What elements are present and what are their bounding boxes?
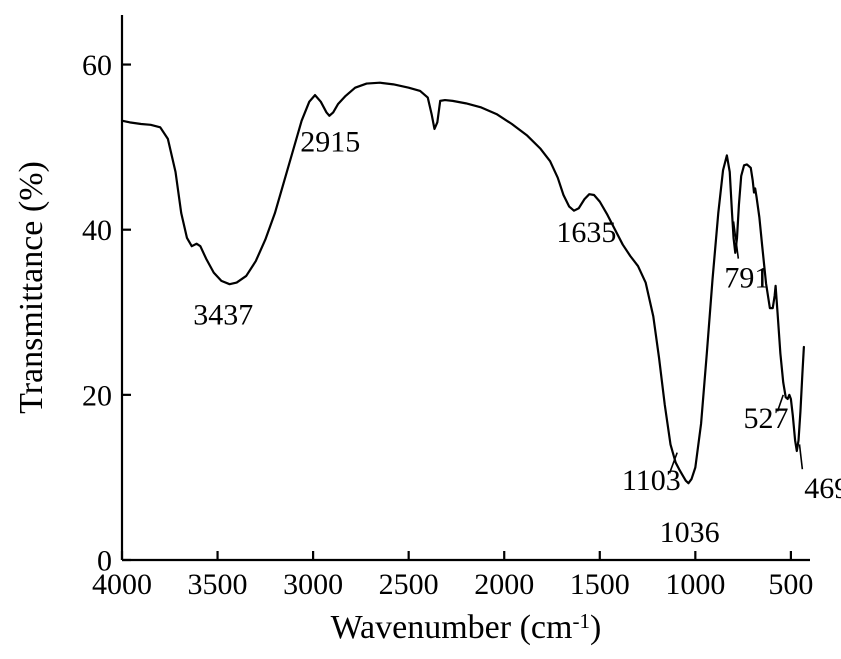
y-tick-label: 0 (97, 545, 112, 578)
peak-label: 1103 (622, 464, 681, 497)
x-tick-label: 3500 (188, 568, 248, 601)
y-tick-label: 40 (82, 214, 112, 247)
x-tick-label: 3000 (283, 568, 343, 601)
x-axis-title: Wavenumber (cm-1) (331, 609, 602, 646)
x-tick-label: 1000 (665, 568, 725, 601)
y-tick-label: 20 (82, 379, 112, 412)
x-tick-label: 2000 (474, 568, 534, 601)
y-tick-label: 60 (82, 49, 112, 82)
x-tick-label: 2500 (379, 568, 439, 601)
peak-label: 2915 (300, 125, 360, 158)
peak-label: 791 (724, 262, 769, 295)
spectrum-trace (122, 83, 804, 483)
y-axis-title: Transmittance (%) (13, 161, 50, 414)
peak-leader (799, 444, 802, 469)
peak-label: 3437 (193, 299, 253, 332)
peak-label: 527 (744, 402, 789, 435)
ftir-spectrum-chart: 40003500300025002000150010005000204060Wa… (0, 0, 841, 659)
peak-label: 1036 (660, 516, 720, 549)
x-tick-label: 500 (768, 568, 813, 601)
peak-label: 469 (804, 472, 841, 505)
peak-label: 1635 (556, 216, 616, 249)
x-tick-label: 1500 (570, 568, 630, 601)
